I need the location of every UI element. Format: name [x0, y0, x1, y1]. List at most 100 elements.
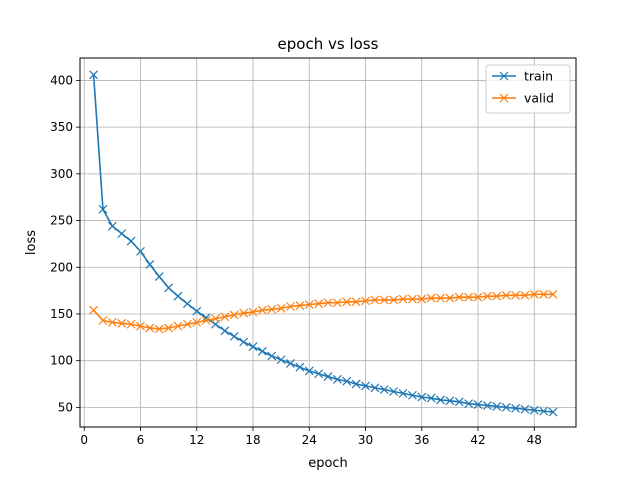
data-point-train	[182, 299, 192, 309]
y-tick-label: 300	[50, 167, 73, 181]
marker-stroke	[379, 385, 389, 395]
marker-stroke	[154, 272, 164, 282]
data-point-valid	[332, 298, 342, 308]
data-point-train	[164, 283, 174, 293]
data-point-train	[107, 221, 117, 231]
marker-stroke	[351, 379, 361, 389]
marker-stroke	[257, 305, 267, 315]
marker-stroke	[482, 401, 492, 410]
y-tick-label: 100	[50, 354, 73, 368]
x-tick-label: 0	[80, 433, 88, 447]
data-point-valid	[314, 299, 324, 309]
marker-stroke	[98, 316, 108, 325]
marker-stroke	[314, 369, 324, 379]
data-point-valid	[154, 324, 164, 334]
data-point-train	[89, 70, 99, 80]
data-point-valid	[389, 295, 399, 305]
data-point-valid	[454, 292, 464, 302]
series-valid	[89, 289, 558, 334]
marker-stroke	[136, 246, 145, 256]
marker-stroke	[154, 324, 164, 334]
data-point-train	[417, 392, 427, 402]
data-point-valid	[304, 300, 314, 310]
data-point-valid	[220, 312, 230, 322]
x-tick-label: 12	[189, 433, 204, 447]
y-tick-label: 250	[50, 214, 73, 228]
data-point-valid	[267, 304, 277, 314]
legend-item-train: train	[492, 69, 553, 84]
marker-stroke	[520, 404, 530, 414]
plot-area-frame	[79, 57, 577, 428]
data-point-valid	[511, 290, 520, 300]
x-tick-label: 48	[527, 433, 542, 447]
data-point-train	[145, 260, 155, 269]
marker-stroke	[370, 295, 380, 305]
y-tick-label: 150	[50, 307, 73, 321]
data-point-train	[154, 272, 164, 282]
data-point-train	[492, 402, 502, 411]
series-layer	[89, 70, 558, 417]
marker-stroke	[276, 303, 286, 313]
marker-stroke	[539, 406, 549, 416]
data-point-valid	[520, 290, 530, 300]
legend-marker	[499, 71, 509, 81]
marker-stroke	[239, 337, 249, 347]
series-line-train	[92, 74, 554, 413]
legend-marker	[499, 93, 509, 103]
marker-stroke	[417, 294, 427, 304]
grid	[80, 58, 576, 427]
data-point-valid	[257, 305, 267, 315]
y-tick-label: 50	[58, 400, 73, 414]
data-point-train	[539, 406, 549, 416]
data-point-train	[511, 403, 520, 413]
marker-stroke	[164, 283, 174, 293]
marker-stroke	[286, 359, 295, 368]
data-point-valid	[370, 295, 380, 305]
data-point-valid	[407, 294, 417, 304]
data-point-valid	[201, 316, 211, 325]
data-point-train	[529, 405, 539, 415]
data-point-valid	[295, 301, 305, 310]
data-point-valid	[529, 289, 539, 299]
data-point-valid	[89, 305, 99, 315]
marker-stroke	[126, 236, 136, 246]
data-point-train	[248, 342, 258, 352]
data-point-valid	[351, 297, 361, 307]
data-point-valid	[239, 308, 249, 318]
marker-stroke	[492, 402, 502, 411]
marker-stroke	[229, 331, 239, 341]
marker-stroke	[529, 405, 539, 415]
data-point-valid	[398, 294, 408, 304]
data-point-train	[276, 355, 286, 365]
marker-stroke	[173, 321, 183, 331]
data-point-train	[426, 393, 436, 403]
marker-stroke	[445, 293, 455, 303]
data-point-train	[473, 400, 483, 410]
legend-label: valid	[524, 91, 554, 106]
marker-stroke	[548, 289, 558, 299]
data-point-train	[464, 399, 474, 409]
marker-stroke	[445, 396, 455, 406]
x-axis-title: epoch	[308, 456, 348, 471]
data-point-valid	[248, 307, 258, 317]
data-point-valid	[548, 289, 558, 299]
data-point-valid	[482, 291, 492, 301]
marker-stroke	[342, 297, 352, 307]
marker-stroke	[407, 294, 417, 304]
data-point-train	[286, 359, 295, 368]
marker-stroke	[417, 392, 427, 402]
data-point-valid	[464, 292, 474, 302]
data-point-valid	[211, 314, 220, 324]
marker-stroke	[426, 393, 436, 403]
data-point-train	[173, 291, 183, 301]
data-point-train	[295, 362, 305, 372]
data-point-valid	[417, 294, 427, 304]
data-point-valid	[276, 303, 286, 313]
marker-stroke	[323, 372, 333, 381]
data-point-valid	[473, 292, 483, 302]
marker-stroke	[220, 326, 230, 336]
chart-title: epoch vs loss	[278, 35, 379, 53]
legend: train valid	[485, 64, 571, 114]
marker-stroke	[436, 293, 445, 303]
marker-stroke	[492, 291, 502, 301]
